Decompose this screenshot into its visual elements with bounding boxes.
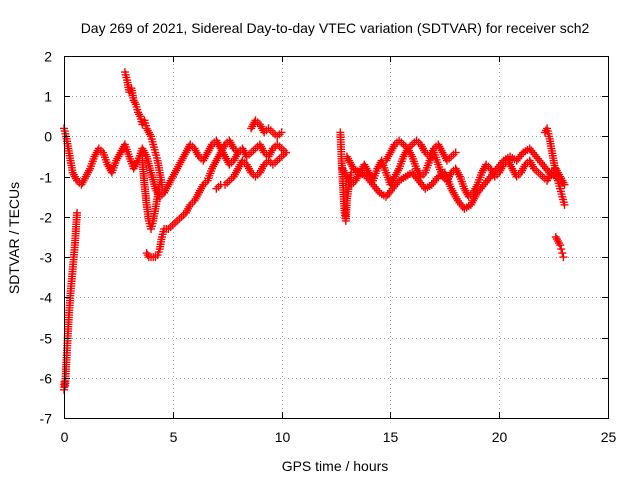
data-point	[558, 249, 567, 258]
data-series	[60, 124, 290, 201]
data-markers	[60, 68, 569, 394]
y-tick-label: 1	[44, 89, 52, 105]
x-tick-label: 0	[61, 429, 69, 445]
data-point	[155, 180, 164, 189]
data-point	[560, 180, 569, 189]
data-point	[277, 128, 286, 137]
y-tick-label: 0	[44, 129, 52, 145]
y-tick-label: -1	[40, 170, 53, 186]
y-tick-label: -4	[40, 290, 53, 306]
data-point	[557, 245, 566, 254]
data-point	[73, 208, 82, 217]
data-series	[247, 116, 286, 141]
data-point	[234, 148, 243, 157]
data-point	[556, 241, 565, 250]
x-axis-label: GPS time / hours	[282, 458, 389, 474]
plot-frame	[64, 56, 609, 419]
data-point	[559, 253, 568, 262]
grid-lines	[64, 56, 608, 418]
data-series	[382, 136, 460, 165]
data-point	[560, 200, 569, 209]
y-tick-label: -5	[40, 331, 53, 347]
data-series	[540, 124, 569, 209]
chart-title: Day 269 of 2021, Sidereal Day-to-day VTE…	[81, 20, 590, 36]
data-point	[281, 148, 290, 157]
data-point	[451, 148, 460, 157]
data-series	[138, 156, 164, 233]
x-tick-label: 5	[170, 429, 178, 445]
data-series	[551, 233, 568, 262]
data-series	[342, 144, 567, 213]
x-tick-label: 15	[383, 429, 399, 445]
y-tick-label: -3	[40, 250, 53, 266]
data-series	[212, 148, 290, 193]
y-tick-label: -2	[40, 210, 53, 226]
y-tick-label: -6	[40, 371, 53, 387]
data-series	[142, 136, 243, 262]
x-tick-label: 25	[601, 429, 617, 445]
x-tick-label: 20	[492, 429, 508, 445]
axis-ticks: 0 5 10 15 20 25 -7 -6 -5 -4 -3 -2 -1 0 1 2	[40, 49, 617, 446]
y-tick-label: 2	[44, 49, 52, 65]
y-axis-label: SDTVAR / TECUs	[6, 182, 22, 294]
x-tick-label: 10	[275, 429, 291, 445]
y-tick-label: -7	[40, 411, 53, 427]
